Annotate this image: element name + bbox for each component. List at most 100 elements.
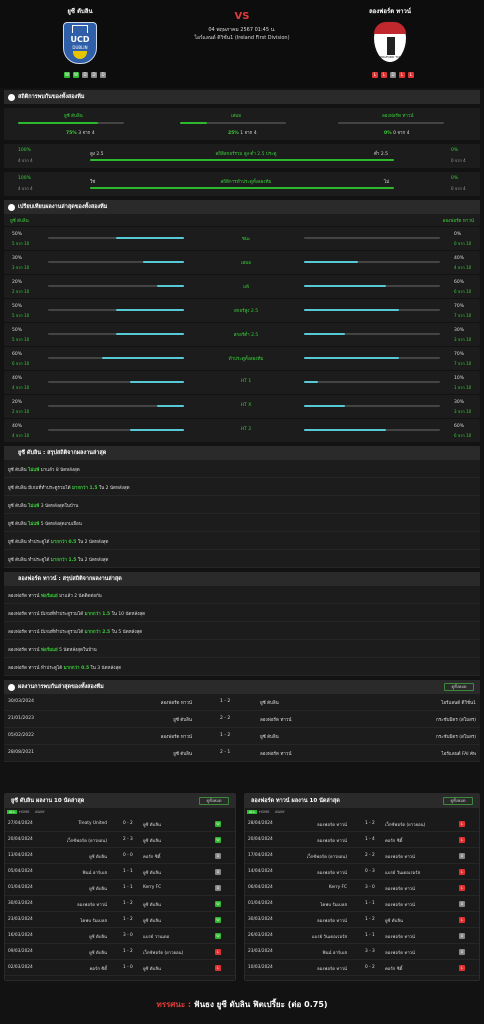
home-team-name[interactable]: ยูซี ดับลิน [67, 8, 93, 15]
ou-left-label: สูง 2.5 [90, 152, 104, 157]
football-icon [8, 203, 15, 211]
right-count: 1 จาก 10 [454, 385, 472, 390]
football-icon [8, 683, 15, 691]
h2h-result-row: ยูซี ดับลิน เสมอ ลองฟอร์ด ทาวน์ 75% 3 จา… [4, 108, 480, 140]
tab-away[interactable]: AWAY [275, 809, 285, 814]
football-icon [8, 93, 15, 101]
match-row[interactable]: 23/03/2024 ฟินน์ ฮาร์เบส 3 - 3 ลองฟอร์ด ทาว… [245, 944, 479, 960]
compare-label: HT X [240, 403, 252, 408]
match-row[interactable]: 06/04/2024 Kerry FC 3 - 0 ลองฟอร์ด ทาวน์ L [245, 880, 479, 896]
left-pct: 20% [12, 400, 23, 405]
text: ใน 2 นัดหลังสุด [76, 558, 109, 563]
form-badge: D [91, 72, 97, 78]
match-row[interactable]: 20/04/2024 ลองฟอร์ด ทาวน์ 1 - 4 คอร์ก ซิตี้… [245, 832, 479, 848]
competition: ไอร์แลนด์ FAI คัพ [441, 752, 476, 757]
result-badge: D [459, 949, 465, 955]
match-date: 27/04/2024 [8, 821, 33, 826]
left-bar [48, 357, 184, 359]
home-team: ฟินน์ ฮาร์เบส [322, 951, 347, 956]
form-badge: D [100, 72, 106, 78]
form-badge: D [82, 72, 88, 78]
h2h-home-bar [18, 122, 124, 124]
bar-fill [102, 357, 184, 359]
match-row[interactable]: 20/04/2024 เว็กซ์ฟอร์ด (ยาวยอน) 2 - 3 ยูซี … [5, 832, 235, 848]
ou-left-pct: 100% [18, 148, 31, 153]
match-row[interactable]: 26/03/2024 แบรย์ วันเดอเรอร์ส 1 - 1 ลองฟอร์… [245, 928, 479, 944]
view-all-button[interactable]: ดูทั้งหมด [444, 683, 474, 691]
text: 5 นัดหลังสุดเกมเยือน [39, 522, 82, 527]
match-date: 30/03/2024 [8, 699, 34, 704]
away-team-name[interactable]: ลองฟอร์ด ทาวน์ [368, 8, 412, 15]
h2h-match-row[interactable]: 21/01/2023 ยูซี ดับลิน 2 - 2 ลองฟอร์ด ทาวน์… [4, 711, 480, 728]
match-row[interactable]: 30/03/2024 ลองฟอร์ด ทาวน์ 1 - 2 ยูซี ดับลิน… [5, 896, 235, 912]
bar-fill [129, 429, 184, 431]
score: 1 - 2 [123, 901, 133, 906]
box-title: ลองฟอร์ด ทาวน์ ผลงาน 10 นัดล่าสุด [251, 798, 340, 804]
view-all-button[interactable]: ดูทั้งหมด [443, 797, 473, 805]
home-last10-box: ยูซี ดับลิน ผลงาน 10 นัดล่าสุด ดูทั้งหมด … [4, 793, 236, 981]
match-date: 05/04/2024 [8, 869, 33, 874]
result-badge: D [459, 901, 465, 907]
match-row[interactable]: 01/04/2024 ยูซี ดับลิน 1 - 1 Kerry FC D [5, 880, 235, 896]
match-row[interactable]: 23/03/2024 โคฟบ รัมเบลส 1 - 2 ยูซี ดับลิน W [5, 912, 235, 928]
score: 2 - 2 [220, 716, 231, 721]
match-row[interactable]: 28/04/2024 ลองฟอร์ด ทาวน์ 1 - 2 เว็กซ์ฟอร์ด… [245, 816, 479, 832]
right-count: 6 จาก 10 [454, 433, 472, 438]
competition: กระชับมิตร (สโมสร) [435, 718, 476, 723]
h2h-home-value: 75% 3 จาก 4 [66, 129, 95, 136]
compare-row: 60% 6 จาก 10 ทำประตูทั้งสองทีม 70% 7 จาก 10 [4, 347, 480, 370]
highlight: ฟอร์มแย่ [40, 648, 58, 653]
view-all-button[interactable]: ดูทั้งหมด [199, 797, 229, 805]
match-row[interactable]: 30/03/2024 ลองฟอร์ด ทาวน์ 1 - 2 ยูซี ดับลิน… [245, 912, 479, 928]
bar-fill [304, 357, 400, 359]
home-team: ลองฟอร์ด ทาวน์ [317, 871, 347, 876]
match-row[interactable]: 16/03/2024 ยูซี ดับลิน 3 - 0 แบรย์ วานเดอ W [5, 928, 235, 944]
tab-all[interactable]: ALL [7, 809, 18, 814]
form-badge: W [64, 72, 70, 78]
right-count: 3 จาก 10 [454, 409, 472, 414]
section-title: ยูซี ดับลิน : สรุปสถิติจากผลงานล่าสุด [18, 450, 107, 456]
result-badge: L [459, 869, 465, 875]
h2h-match-row[interactable]: 05/02/2022 ลองฟอร์ด ทาวน์ 1 - 2 ยูซี ดับลิน… [4, 728, 480, 745]
summary-row: ยูซี ดับลิน ไม่แพ้ มาแล้ว 8 นัดหลังสุด [4, 460, 480, 478]
tab-home[interactable]: HOME [259, 809, 270, 814]
match-row[interactable]: 10/03/2024 ลองฟอร์ด ทาวน์ 0 - 2 คอร์ก ซิตี้… [245, 960, 479, 976]
crest-harp [73, 51, 87, 59]
box-title: ยูซี ดับลิน ผลงาน 10 นัดล่าสุด [11, 798, 85, 804]
match-row[interactable]: 01/04/2024 โคฟบ รัมเบลส 1 - 1 ลองฟอร์ด ทาวน… [245, 896, 479, 912]
prediction-text: ฟันธง ยูซี ดับลิน ฟิตเปรี้ยะ (ต่อ 0.75) [193, 1000, 328, 1009]
match-date: 05/02/2022 [8, 733, 34, 738]
tab-away[interactable]: AWAY [35, 809, 45, 814]
form-badge: D [390, 72, 396, 78]
score: 3 - 0 [123, 933, 133, 938]
match-row[interactable]: 13/04/2024 ยูซี ดับลิน 0 - 0 คอร์ก ซิตี้ D [5, 848, 235, 864]
match-row[interactable]: 27/04/2024 Treaty United 0 - 2 ยูซี ดับลิน W [5, 816, 235, 832]
match-header: ยูซี ดับลิน VS ลองฟอร์ด ทาวน์ 04 พฤษภาคม… [0, 0, 484, 88]
tab-all[interactable]: ALL [247, 809, 258, 814]
text: ใน 10 นัดหลังสุด [110, 612, 146, 617]
tab-home[interactable]: HOME [19, 809, 30, 814]
compare-row: 20% 2 จาก 10 HT X 30% 3 จาก 10 [4, 395, 480, 418]
compare-label: ทำประตูทั้งสองทีม [228, 357, 264, 362]
match-row[interactable]: 17/04/2024 เว็กซ์ฟอร์ด (ยาวยอน) 2 - 2 ลองฟอ… [245, 848, 479, 864]
away-last10-box: ลองฟอร์ด ทาวน์ ผลงาน 10 นัดล่าสุด ดูทั้งห… [244, 793, 480, 981]
match-row[interactable]: 09/03/2024 ยูซี ดับลิน 1 - 2 เว็กซ์ฟอร์ด (ย… [5, 944, 235, 960]
match-row[interactable]: 14/04/2024 ลองฟอร์ด ทาวน์ 0 - 3 แบรย์ วันเด… [245, 864, 479, 880]
h2h-match-row[interactable]: 30/03/2024 ลองฟอร์ด ทาวน์ 1 - 2 ยูซี ดับลิน… [4, 694, 480, 711]
result-badge: W [215, 837, 221, 843]
result-badge: W [215, 933, 221, 939]
result-badge: W [215, 917, 221, 923]
match-league: ไอร์แลนด์ ดิวิชั่น1 (Ireland First Divis… [194, 35, 290, 41]
h2h-matches-table: 30/03/2024 ลองฟอร์ด ทาวน์ 1 - 2 ยูซี ดับลิน… [4, 694, 480, 762]
h2h-match-row[interactable]: 28/08/2021 ยูซี ดับลิน 2 - 1 ลองฟอร์ด ทาวน์… [4, 745, 480, 762]
text: ลองฟอร์ด ทาวน์ [8, 648, 41, 653]
away-team: คอร์ก ซิตี้ [385, 839, 403, 844]
text: ยูซี ดับลิน [8, 504, 29, 509]
compare-label: HT 1 [240, 379, 252, 384]
match-row[interactable]: 05/04/2024 ฟินน์ ฮาร์เบส 1 - 1 ยูซี ดับลิน D [5, 864, 235, 880]
match-row[interactable]: 02/03/2024 คอร์ก ซิตี้ 1 - 0 ยูซี ดับลิน L [5, 960, 235, 976]
compare-row: 50% 5 จาก 10 สกอร์ต่ำ 2.5 30% 3 จาก 10 [4, 323, 480, 346]
home-team: ลองฟอร์ด ทาวน์ [317, 823, 347, 828]
ou-left-count: 4 จาก 4 [18, 158, 33, 163]
